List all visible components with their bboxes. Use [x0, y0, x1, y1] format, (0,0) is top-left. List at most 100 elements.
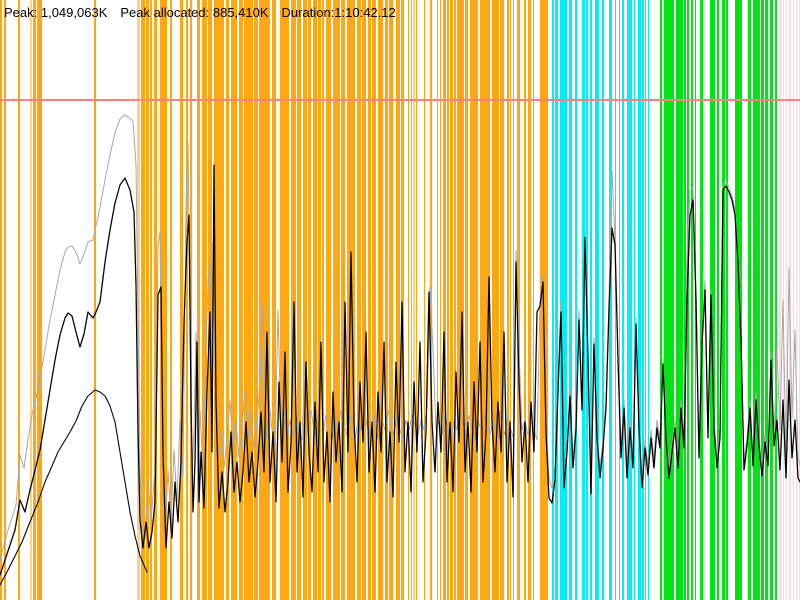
phase-band-orange_pale [413, 0, 415, 600]
phase-band-orange [378, 0, 383, 600]
phase-band-orange [231, 0, 237, 600]
phase-band-orange [326, 0, 331, 600]
phase-band-orange [0, 0, 2, 600]
phase-band-orange [513, 0, 514, 600]
phase-band-orange [470, 0, 478, 600]
phase-band-orange [362, 0, 366, 600]
phase-band-cyan [555, 0, 558, 600]
phase-band-cyan [645, 0, 646, 600]
phase-band-orange [443, 0, 446, 600]
phase-band-green [687, 0, 689, 600]
phase-band-orange [297, 0, 301, 600]
phase-band-cyan [642, 0, 644, 600]
phase-band-orange [401, 0, 404, 600]
phase-band-cyan [609, 0, 612, 600]
phase-band-orange [214, 0, 224, 600]
phase-band-orange [454, 0, 456, 600]
phase-band-green [748, 0, 751, 600]
phase-band-pink [796, 0, 797, 600]
phase-band-orange [424, 0, 425, 600]
phase-band-orange [313, 0, 317, 600]
phase-band-orange [303, 0, 307, 600]
phase-band-pink [786, 0, 787, 600]
phase-band-orange [480, 0, 490, 600]
phase-band-cyan [627, 0, 632, 600]
phase-band-orange [396, 0, 400, 600]
phase-band-orange [4, 0, 6, 600]
phase-band-orange [389, 0, 393, 600]
phase-band-orange [440, 0, 441, 600]
phase-band-green [710, 0, 715, 600]
phase-band-orange [416, 0, 417, 600]
phase-band-cyan [619, 0, 620, 600]
phase-band-orange [528, 0, 531, 600]
phase-band-orange [500, 0, 504, 600]
phase-band-orange [190, 0, 192, 600]
phase-band-orange [180, 0, 183, 600]
phase-band-orange [160, 0, 167, 600]
phase-band-green [660, 0, 662, 600]
phase-band-orange [308, 0, 311, 600]
phase-band-cyan [634, 0, 635, 600]
phase-band-orange [411, 0, 412, 600]
phase-band-pink [793, 0, 794, 600]
phase-band-green [770, 0, 773, 600]
phase-band-green [691, 0, 693, 600]
phase-band-orange [272, 0, 276, 600]
phase-band-green [753, 0, 760, 600]
phase-band-orange [259, 0, 270, 600]
phase-band-cyan [602, 0, 604, 600]
phase-band-green [761, 0, 764, 600]
phase-band-orange [94, 0, 96, 600]
trace-black-trace-upper [0, 164, 800, 576]
phase-band-orange [254, 0, 258, 600]
phase-band-cyan [615, 0, 616, 600]
phase-band-orange [341, 0, 345, 600]
phase-band-cyan [575, 0, 577, 600]
phase-band-cyan [590, 0, 592, 600]
phase-band-green [717, 0, 719, 600]
phase-band-orange [447, 0, 449, 600]
phase-band-orange [150, 0, 152, 600]
phase-band-cyan [569, 0, 572, 600]
phase-band-orange [507, 0, 509, 600]
phase-band-green [700, 0, 703, 600]
phase-band-orange [492, 0, 499, 600]
phase-band-orange [533, 0, 534, 600]
trace-black-trace-lower [0, 389, 148, 586]
phase-band-orange [517, 0, 520, 600]
phase-band-orange_pale [137, 0, 140, 600]
stats-bar: Peak: 1,049,063K Peak allocated: 885,410… [4, 5, 396, 20]
phase-band-cyan [595, 0, 599, 600]
phase-band-orange [226, 0, 229, 600]
phase-band-orange [457, 0, 464, 600]
phase-band-orange [372, 0, 376, 600]
phase-band-orange [291, 0, 296, 600]
phase-band-orange [510, 0, 511, 600]
phase-band-orange [333, 0, 340, 600]
phase-band-pink [779, 0, 781, 600]
phase-band-orange [33, 0, 36, 600]
phase-band-green [775, 0, 777, 600]
phase-band-orange [202, 0, 207, 600]
phase-band-orange [18, 0, 20, 600]
phase-band-orange [450, 0, 453, 600]
phase-band-cyan [648, 0, 649, 600]
phase-band-orange [385, 0, 388, 600]
phase-band-orange [170, 0, 172, 600]
phase-band-orange [186, 0, 188, 600]
phase-band-orange [368, 0, 371, 600]
phase-band-green [722, 0, 725, 600]
phase-band-green [765, 0, 768, 600]
phase-band-orange [465, 0, 468, 600]
phase-band-orange [244, 0, 253, 600]
phase-band-cyan [552, 0, 554, 600]
phase-band-orange_pale [30, 0, 32, 600]
phase-band-orange [154, 0, 157, 600]
phase-band-orange [408, 0, 409, 600]
phase-band-green [676, 0, 683, 600]
phase-band-orange [141, 0, 145, 600]
phase-band-orange [146, 0, 149, 600]
